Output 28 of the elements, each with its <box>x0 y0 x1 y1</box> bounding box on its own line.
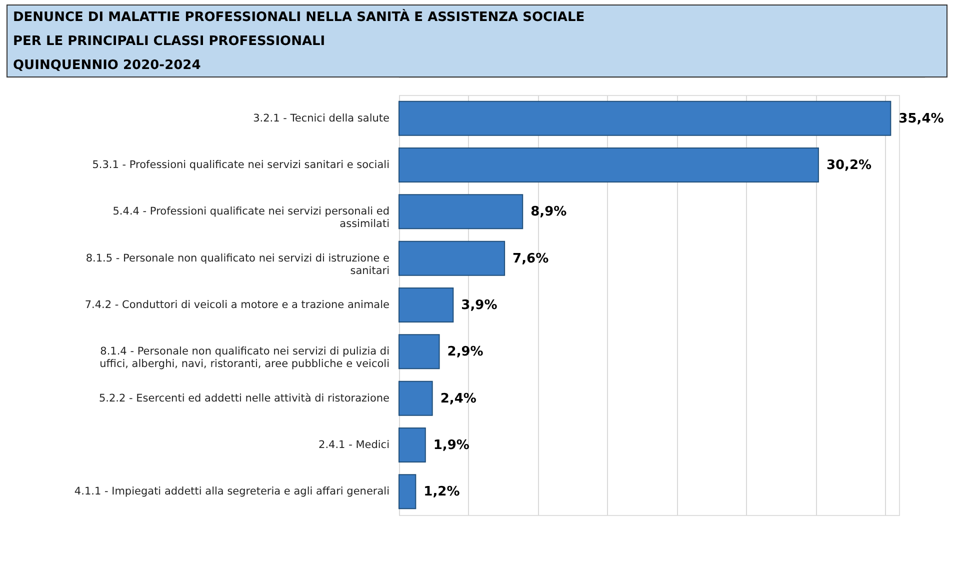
y-tick-label: 2.4.1 - Medici <box>318 439 390 451</box>
y-tick-label: 4.1.1 - Impiegati addetti alla segreteria e agli affari generali <box>74 486 390 498</box>
y-tick-label: 3.2.1 - Tecnici della salute <box>253 112 390 124</box>
bar <box>398 148 819 182</box>
y-tick-label: 7.4.2 - Conduttori di veicoli a motore e a trazione animale <box>84 299 390 311</box>
bar <box>398 380 433 416</box>
bar <box>398 474 416 510</box>
data-label: 1,2% <box>424 484 460 500</box>
data-label: 2,4% <box>440 391 476 406</box>
bar <box>398 194 524 230</box>
y-tick-label: 5.2.2 - Esercenti ed addetti nelle attività di ristorazione <box>98 392 390 404</box>
data-label: 2,9% <box>447 344 484 360</box>
y-tick-label: 8.1.5 - Personale non qualificato nei servizi di istruzione e sanitari <box>86 252 390 277</box>
bar <box>398 428 426 462</box>
data-label: 35,4% <box>898 111 944 126</box>
bar <box>398 288 454 322</box>
y-tick-label: 5.4.4 - Professioni qualificate nei servizi personali ed assimilati <box>112 206 390 230</box>
y-tick-label: 8.1.4 - Personale non qualificato nei servizi di pulizia di uffici, alberghi, navi, ristoranti, aree pubbliche e veicoli <box>100 346 390 370</box>
bar <box>398 100 892 136</box>
bar <box>398 240 506 276</box>
data-label: 30,2% <box>826 158 872 173</box>
bar <box>398 334 440 370</box>
data-label: 3,9% <box>461 298 498 313</box>
y-tick-label: 5.3.1 - Professioni qualificate nei servizi sanitari e sociali <box>92 159 390 171</box>
data-label: 8,9% <box>530 204 567 220</box>
data-label: 7,6% <box>512 251 549 266</box>
chart-title: DENUNCE DI MALATTIE PROFESSIONALI NELLA SANITÀ E ASSISTENZA SOCIALE PER LE PRINCIPALI CLASSI PROFESSIONALI QUINQUENNIO 2020-2024 <box>13 8 585 73</box>
data-label: 1,9% <box>433 438 470 453</box>
